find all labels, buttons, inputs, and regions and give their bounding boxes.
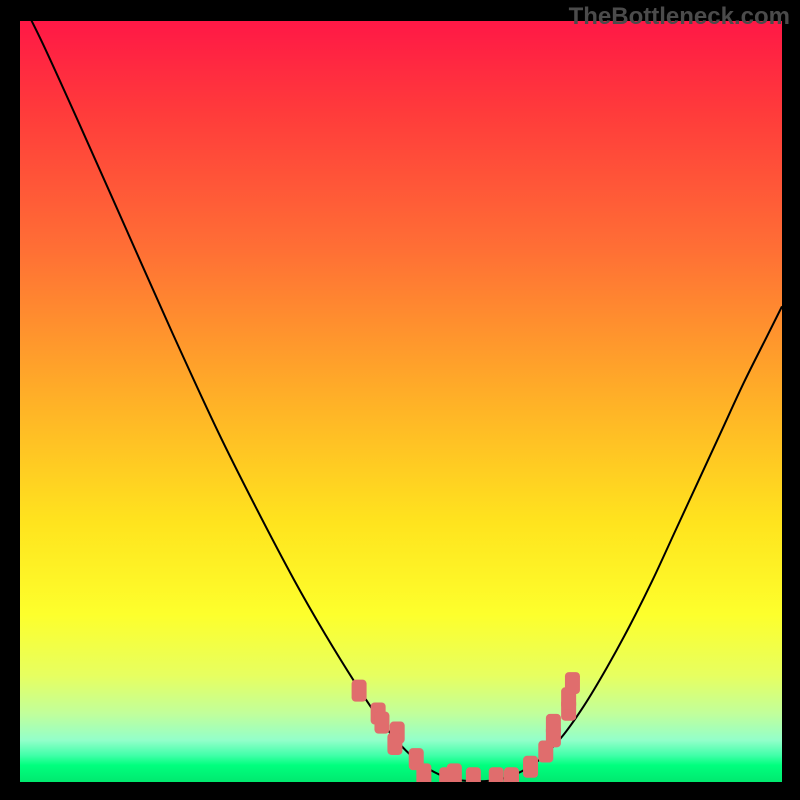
marker: [416, 763, 431, 782]
marker: [546, 714, 561, 736]
marker: [565, 672, 580, 694]
marker: [447, 763, 462, 782]
marker: [387, 733, 402, 755]
gradient-background: [20, 21, 782, 782]
marker: [352, 680, 367, 702]
marker: [523, 756, 538, 778]
marker: [504, 767, 519, 782]
figure-root: TheBottleneck.com: [0, 0, 800, 800]
marker: [466, 767, 481, 782]
watermark-text: TheBottleneck.com: [569, 3, 790, 31]
marker: [489, 767, 504, 782]
marker: [374, 712, 389, 734]
bottleneck-chart: [20, 21, 782, 782]
